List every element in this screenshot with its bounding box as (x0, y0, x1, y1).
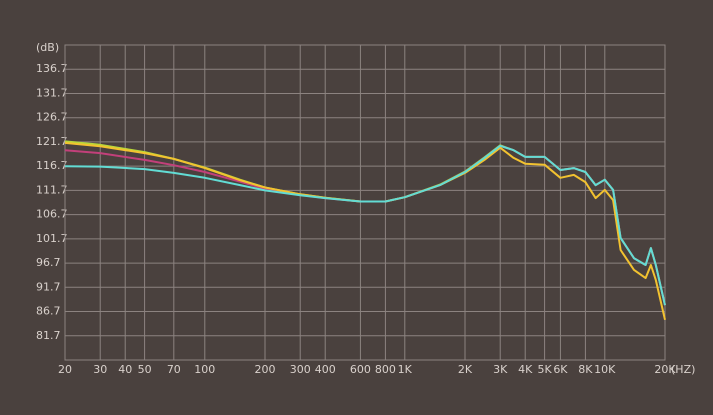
x-tick-label: 40 (118, 363, 132, 376)
x-tick-label: 800 (375, 363, 396, 376)
x-tick-label: 70 (167, 363, 181, 376)
x-axis-label: (HZ) (671, 363, 695, 376)
y-tick-label: 86.7 (36, 305, 61, 318)
x-tick-label: 20K (654, 363, 676, 376)
x-tick-label: 300 (290, 363, 311, 376)
x-tick-label: 400 (315, 363, 336, 376)
y-tick-label: 81.7 (36, 329, 61, 342)
series-line (64, 144, 666, 306)
x-tick-label: 200 (255, 363, 276, 376)
y-tick-label: 136.7 (36, 62, 68, 75)
y-tick-label: 116.7 (36, 159, 68, 172)
y-axis-label: (dB) (36, 41, 59, 54)
x-tick-label: 2K (458, 363, 473, 376)
x-tick-label: 20 (58, 363, 72, 376)
x-tick-label: 30 (93, 363, 107, 376)
y-tick-label: 106.7 (36, 208, 68, 221)
x-tick-label: 5K (537, 363, 552, 376)
x-tick-label: 6K (553, 363, 568, 376)
y-tick-label: 126.7 (36, 111, 68, 124)
x-tick-label: 10K (594, 363, 616, 376)
x-tick-label: 3K (493, 363, 508, 376)
x-tick-label: 1K (398, 363, 413, 376)
x-tick-label: 8K (578, 363, 593, 376)
y-tick-label: 131.7 (36, 86, 68, 99)
x-tick-label: 600 (350, 363, 371, 376)
y-tick-label: 101.7 (36, 232, 68, 245)
x-tick-label: 50 (138, 363, 152, 376)
y-tick-label: 91.7 (36, 280, 61, 293)
x-tick-label: 4K (518, 363, 533, 376)
y-tick-label: 121.7 (36, 135, 68, 148)
y-tick-label: 111.7 (36, 183, 68, 196)
y-tick-label: 96.7 (36, 256, 61, 269)
series-line (64, 141, 666, 321)
x-tick-label: 100 (194, 363, 215, 376)
